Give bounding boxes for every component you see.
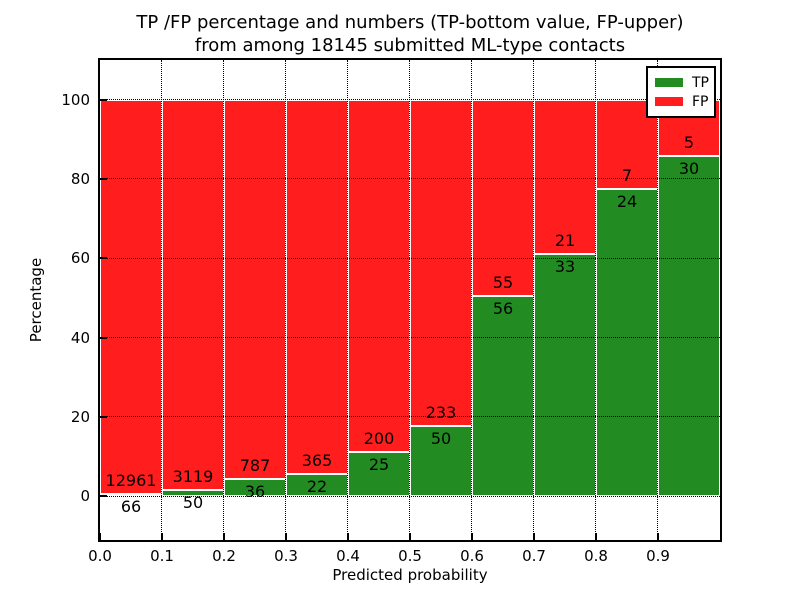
bar-count-label-fp: 233 bbox=[425, 403, 457, 423]
bar-count-label-tp: 66 bbox=[120, 497, 142, 517]
x-tick-label: 0.4 bbox=[336, 547, 360, 565]
bar-count-label-tp: 25 bbox=[368, 455, 390, 475]
legend-row: TP bbox=[655, 73, 709, 92]
x-tick-mark bbox=[471, 533, 473, 540]
plot-area: 12961 66 3119 50 787 36 365 22 200 25 233 50 55 56 21 3… bbox=[99, 60, 720, 540]
x-tick-label: 0.6 bbox=[460, 547, 484, 565]
y-axis-label: Percentage bbox=[27, 257, 45, 343]
legend-swatch-tp bbox=[655, 78, 683, 87]
y-tick-label: 100 bbox=[61, 90, 90, 109]
x-tick-mark bbox=[409, 533, 411, 540]
v-gridline bbox=[409, 60, 411, 540]
v-gridline bbox=[223, 60, 225, 540]
x-tick-mark bbox=[347, 533, 349, 540]
chart-title-line2: from among 18145 submitted ML-type conta… bbox=[194, 35, 626, 56]
v-gridline bbox=[657, 60, 659, 540]
y-tick-label: 20 bbox=[70, 408, 90, 427]
bar-segment-fp bbox=[472, 99, 534, 297]
x-tick-mark bbox=[223, 533, 225, 540]
y-tick-label: 80 bbox=[70, 170, 90, 188]
bar-count-label-fp: 7 bbox=[621, 166, 633, 186]
bar-count-label-tp: 24 bbox=[616, 192, 638, 212]
x-tick-label: 0.7 bbox=[522, 547, 546, 565]
y-tick-label: 60 bbox=[70, 249, 90, 268]
x-tick-label: 0.0 bbox=[88, 547, 112, 565]
y-tick-mark bbox=[100, 98, 107, 101]
v-gridline bbox=[533, 60, 535, 540]
y-tick-label: 40 bbox=[70, 328, 90, 347]
y-tick-mark bbox=[100, 336, 107, 339]
x-tick-label: 0.9 bbox=[646, 547, 670, 565]
bar-segment-fp bbox=[224, 99, 286, 479]
bar-count-label-tp: 36 bbox=[244, 482, 266, 501]
bar-count-label-fp: 787 bbox=[239, 456, 271, 475]
bar-count-label-tp: 50 bbox=[430, 429, 452, 449]
v-gridline bbox=[285, 60, 287, 540]
x-tick-mark bbox=[595, 533, 597, 540]
x-tick-label: 0.2 bbox=[212, 547, 236, 565]
x-tick-mark bbox=[285, 533, 287, 540]
legend: TP FP bbox=[646, 66, 716, 118]
x-tick-mark bbox=[161, 533, 163, 540]
bar-count-label-fp: 200 bbox=[363, 429, 395, 449]
x-tick-label: 0.1 bbox=[150, 547, 174, 565]
legend-row: FP bbox=[655, 92, 709, 111]
x-tick-label: 0.3 bbox=[274, 547, 298, 565]
bar-count-label-tp: 56 bbox=[492, 299, 514, 319]
bar-count-label-fp: 21 bbox=[554, 230, 576, 250]
legend-swatch-fp bbox=[655, 97, 683, 106]
bar-count-label-fp: 55 bbox=[492, 273, 514, 293]
x-tick-label: 0.8 bbox=[584, 547, 608, 565]
v-gridline bbox=[471, 60, 473, 540]
y-tick-mark bbox=[100, 178, 107, 180]
chart-title-line1: TP /FP percentage and numbers (TP-bottom… bbox=[136, 12, 684, 33]
v-gridline bbox=[161, 60, 163, 540]
chart-title: TP /FP percentage and numbers (TP-bottom… bbox=[100, 11, 720, 57]
x-tick-mark bbox=[657, 533, 659, 540]
legend-label-fp: FP bbox=[692, 93, 709, 110]
x-tick-mark bbox=[533, 533, 535, 540]
bar-segment-fp bbox=[410, 99, 472, 427]
legend-label-tp: TP bbox=[692, 74, 709, 91]
y-tick-mark bbox=[100, 495, 107, 498]
y-tick-mark bbox=[100, 257, 107, 260]
bar-segment-tp bbox=[472, 296, 534, 497]
y-tick-label: 0 bbox=[80, 487, 90, 506]
bar-count-label-fp: 3119 bbox=[172, 467, 214, 487]
bar-count-label-tp: 33 bbox=[554, 256, 576, 276]
bar-segment-fp bbox=[162, 99, 224, 491]
bar-count-label-tp: 22 bbox=[306, 476, 328, 496]
v-gridline bbox=[347, 60, 349, 540]
v-gridline bbox=[595, 60, 597, 540]
bar-count-label-fp: 365 bbox=[301, 450, 333, 470]
x-tick-mark bbox=[99, 533, 101, 540]
bar-segment-fp bbox=[100, 99, 162, 495]
bar-count-label-tp: 50 bbox=[182, 493, 204, 513]
x-axis-label: Predicted probability bbox=[332, 566, 488, 584]
x-tick-label: 0.5 bbox=[398, 547, 422, 565]
bar-count-label-fp: 12961 bbox=[105, 471, 157, 491]
bar-segment-tp bbox=[658, 156, 720, 497]
bar-count-label-tp: 30 bbox=[678, 159, 700, 179]
bar-segment-fp bbox=[286, 99, 348, 474]
bar-count-label-fp: 5 bbox=[683, 133, 695, 153]
bar-segment-tp bbox=[534, 253, 596, 497]
bar-segment-tp bbox=[596, 189, 658, 497]
bar-segment-fp bbox=[348, 99, 410, 453]
y-tick-mark bbox=[100, 416, 107, 418]
